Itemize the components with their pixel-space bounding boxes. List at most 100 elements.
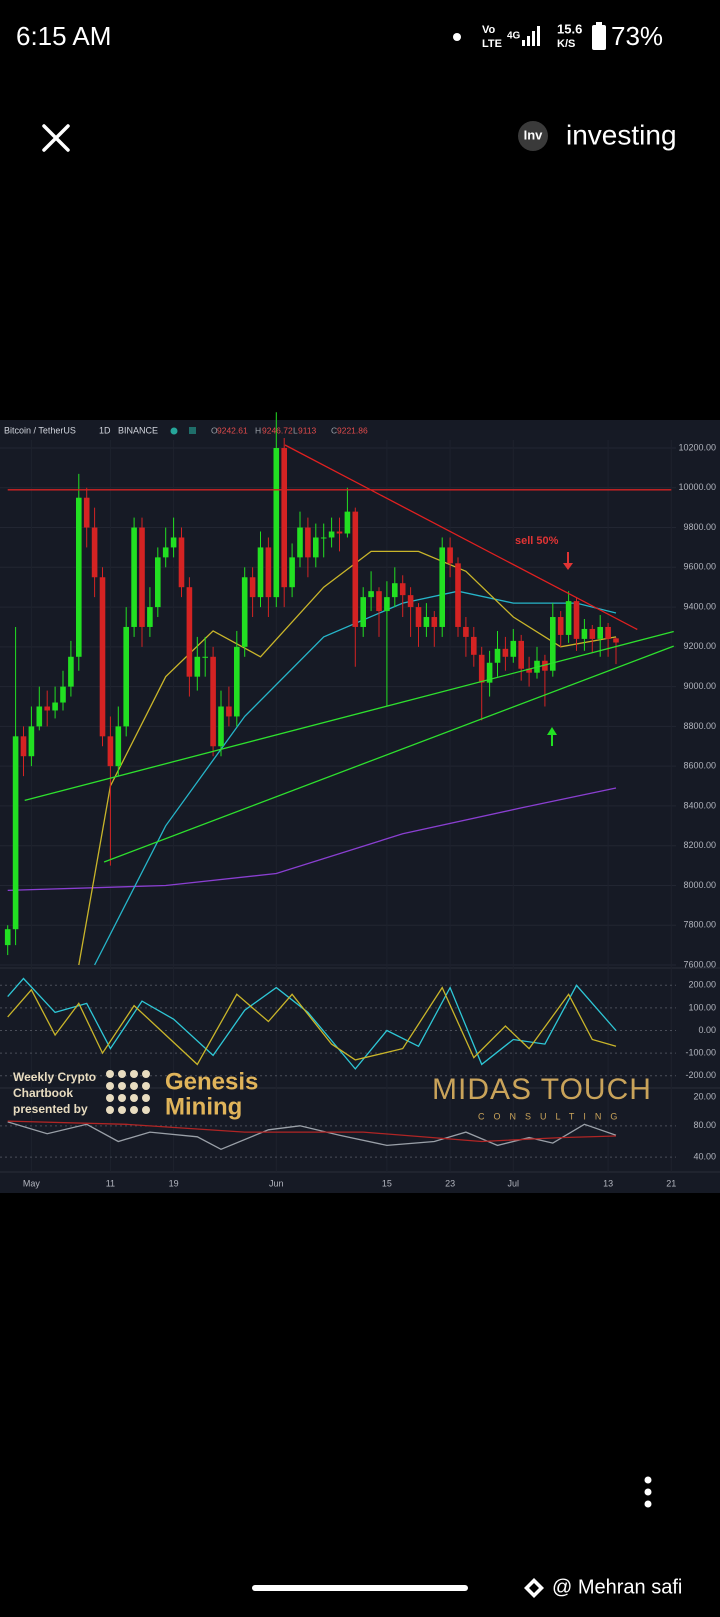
logo xyxy=(518,121,548,151)
sell-arrow xyxy=(563,552,573,570)
trend-line xyxy=(24,630,674,802)
candle-body xyxy=(605,626,611,639)
y-tick-label: 100.00 xyxy=(688,1002,716,1012)
candle-body xyxy=(265,547,272,598)
trend-line xyxy=(103,645,674,863)
y-tick-label: 9000.00 xyxy=(683,681,716,691)
y-tick-label: 10200.00 xyxy=(678,442,716,452)
y-tick-label: 200.00 xyxy=(688,980,716,990)
y-tick-label: 7600.00 xyxy=(683,959,716,969)
status-dot xyxy=(170,427,178,435)
brand-name: Mining xyxy=(165,1093,242,1120)
candle-body xyxy=(202,656,208,658)
candle-body xyxy=(384,597,390,612)
candle-body xyxy=(486,662,493,683)
candle-body xyxy=(155,557,161,608)
candle-body xyxy=(273,448,280,598)
y-tick-label: 7800.00 xyxy=(683,920,716,930)
brand-dots xyxy=(106,1070,150,1114)
candle-body xyxy=(297,527,303,558)
ohlc-key: H xyxy=(255,425,261,435)
candle-body xyxy=(139,527,145,627)
candle-body xyxy=(494,648,501,663)
candle-body xyxy=(44,706,50,711)
candle-body xyxy=(123,626,129,727)
y-tick-label: 9200.00 xyxy=(683,641,716,651)
candle-body xyxy=(463,626,469,637)
annotation: sell 50% xyxy=(515,535,559,547)
candle-body xyxy=(471,636,477,655)
brand-name: Genesis xyxy=(165,1068,258,1095)
candle-body xyxy=(194,656,201,677)
candle-body xyxy=(68,656,74,687)
candle-body xyxy=(257,547,264,598)
candle-body xyxy=(178,537,185,588)
y-tick-label: 8200.00 xyxy=(683,840,716,850)
candle-body xyxy=(447,547,453,564)
brand-subtitle: CONSULTING xyxy=(478,1111,626,1121)
y-tick-label: 8000.00 xyxy=(683,880,716,890)
home-indicator[interactable] xyxy=(252,1585,468,1591)
candle-body xyxy=(60,686,66,703)
x-tick-label: 21 xyxy=(666,1178,676,1188)
candle-body xyxy=(581,628,588,639)
candle-body xyxy=(320,537,327,539)
trend-line xyxy=(284,444,638,631)
candle-body xyxy=(597,626,603,639)
candle-body xyxy=(289,557,295,588)
y-tick-label: 0.00 xyxy=(698,1025,716,1035)
oscillator-line xyxy=(7,986,617,1066)
candle-body xyxy=(542,660,548,671)
candle-body xyxy=(336,531,343,534)
network-type: 4G xyxy=(507,31,521,42)
candle-body xyxy=(431,617,438,627)
logo-text: Inv xyxy=(524,127,544,142)
speed-unit: K/S xyxy=(557,38,575,50)
y-tick-label: 20.00 xyxy=(693,1091,716,1101)
x-tick-label: 11 xyxy=(106,1178,115,1188)
candle-body xyxy=(518,640,524,669)
candle-body xyxy=(52,702,58,711)
candle-body xyxy=(234,646,240,717)
y-tick-label: 8600.00 xyxy=(683,761,716,771)
watermark-text: Weekly Crypto xyxy=(13,1070,96,1084)
candle-body xyxy=(550,617,556,671)
candle-body xyxy=(12,736,19,930)
candle-body xyxy=(526,668,532,673)
clock: 6:15 AM xyxy=(16,21,111,51)
ohlc-value: 9246.72 xyxy=(262,425,293,435)
candle-body xyxy=(115,726,122,767)
x-tick-label: 23 xyxy=(445,1178,455,1188)
candle-body xyxy=(510,640,517,657)
candle-body xyxy=(392,583,398,598)
speed-value: 15.6 xyxy=(557,21,582,36)
y-tick-label: -100.00 xyxy=(685,1047,716,1057)
moving-average xyxy=(78,550,617,966)
candle-body xyxy=(131,527,137,627)
candle-body xyxy=(613,638,619,643)
notification-dot xyxy=(453,33,461,41)
candle-body xyxy=(328,531,335,538)
candle-body xyxy=(305,527,311,558)
candle-body xyxy=(368,591,374,598)
candle-body xyxy=(502,648,509,657)
candle-body xyxy=(407,595,414,608)
network-label: LTE xyxy=(482,38,502,50)
credit-icon xyxy=(524,1578,544,1598)
ohlc-value: 9113 xyxy=(298,425,317,435)
candle-body xyxy=(344,511,351,534)
oscillator-line xyxy=(7,1120,617,1143)
interval: 1D xyxy=(99,425,111,435)
candle-body xyxy=(565,601,572,635)
candle-body xyxy=(241,577,248,647)
ohlc-key: C xyxy=(331,425,337,435)
close-button[interactable] xyxy=(42,124,70,152)
candle-body xyxy=(91,527,98,578)
more-menu[interactable] xyxy=(644,1476,652,1508)
y-tick-label: 10000.00 xyxy=(678,482,716,492)
candle-body xyxy=(107,736,114,767)
candle-body xyxy=(226,706,232,717)
y-tick-label: 9600.00 xyxy=(683,562,716,572)
